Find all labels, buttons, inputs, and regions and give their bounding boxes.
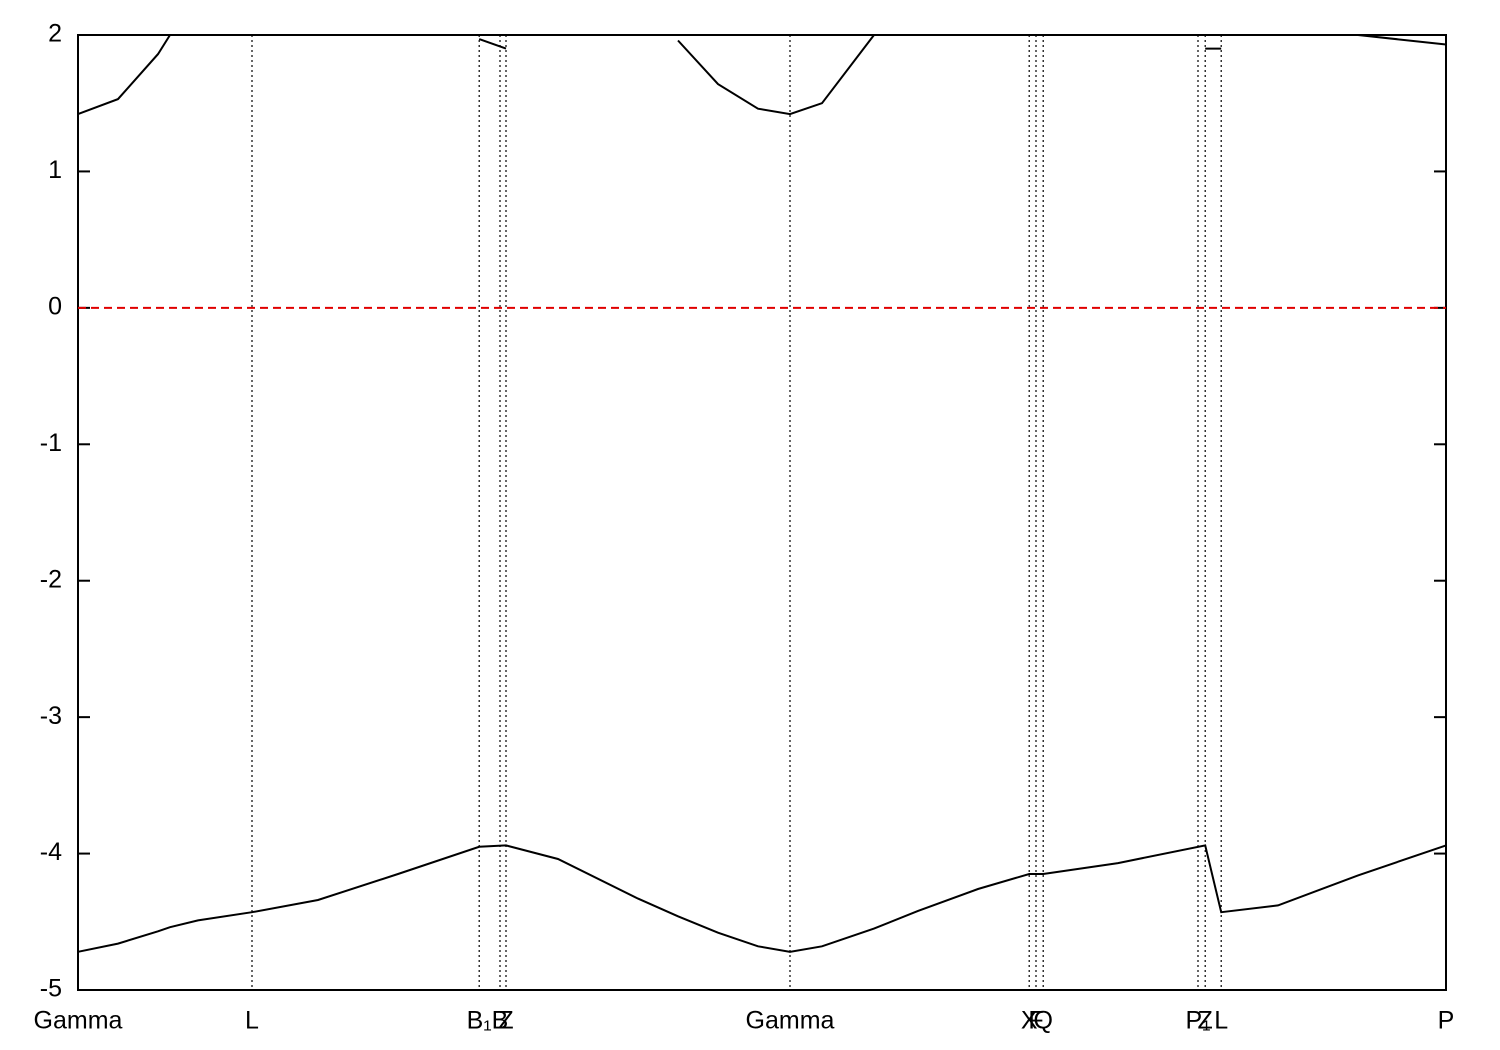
plot-frame [77, 34, 1447, 991]
x-tick-label: P₁ [1185, 1007, 1210, 1035]
x-tick-label: Gamma [746, 1007, 835, 1035]
y-tick-label: 0 [48, 292, 62, 320]
y-tick-label: 2 [48, 20, 62, 48]
x-tick-label: B₁ [467, 1007, 492, 1035]
y-tick-label: -3 [40, 702, 62, 730]
band-line [77, 34, 1447, 116]
x-tick-label: Z [1198, 1007, 1213, 1035]
x-tick-label: Z [498, 1007, 513, 1035]
y-tick-label: -4 [40, 838, 62, 866]
x-tick-label: X [1021, 1007, 1038, 1035]
y-tick-label: -2 [40, 565, 62, 593]
x-tick-label: L [1214, 1007, 1228, 1035]
x-tick-label: L [245, 1007, 259, 1035]
x-tick-label: Gamma [34, 1007, 123, 1035]
y-tick-label: -1 [40, 429, 62, 457]
band-line [77, 844, 1447, 953]
x-tick-label: F [1028, 1007, 1043, 1035]
y-tick-label: 1 [48, 156, 62, 184]
x-tick-label: Q [1033, 1007, 1052, 1035]
y-tick-label: -5 [40, 975, 62, 1003]
x-tick-label: P [1438, 1007, 1455, 1035]
x-tick-label: B [492, 1007, 509, 1035]
